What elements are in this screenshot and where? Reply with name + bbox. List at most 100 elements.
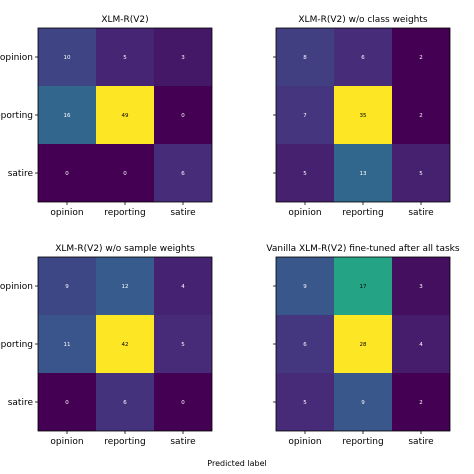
heatmap-cell xyxy=(334,86,392,144)
heatmap-cell xyxy=(38,257,96,315)
y-tick-label: reporting xyxy=(0,111,33,121)
heatmap-cell xyxy=(96,144,154,202)
heatmap-cell xyxy=(154,257,212,315)
x-tick-label: reporting xyxy=(104,208,145,218)
cell-value-label: 16 xyxy=(64,113,71,119)
cell-value-label: 5 xyxy=(123,55,127,61)
x-tick-label: opinion xyxy=(50,208,83,218)
panel-title: Vanilla XLM-R(V2) fine-tuned after all t… xyxy=(266,244,459,254)
cell-value-label: 8 xyxy=(303,55,307,61)
heatmap-cell xyxy=(392,86,450,144)
x-tick-label: opinion xyxy=(288,437,321,447)
cell-value-label: 9 xyxy=(361,400,365,406)
cell-value-label: 5 xyxy=(303,171,307,177)
cell-value-label: 11 xyxy=(64,342,71,348)
cell-value-label: 5 xyxy=(303,400,307,406)
cell-value-label: 4 xyxy=(181,284,185,290)
cell-value-label: 3 xyxy=(419,284,423,290)
heatmap-cell xyxy=(334,373,392,431)
heatmap-panel-1: XLM-R(V2) 10 5 3 16 49 0 0 0 6 opinion reporting sat… xyxy=(0,15,213,218)
cell-value-label: 0 xyxy=(65,171,69,177)
heatmap-cell xyxy=(392,28,450,86)
cell-value-label: 6 xyxy=(361,55,365,61)
heatmap-cell xyxy=(38,373,96,431)
cell-value-label: 7 xyxy=(303,113,307,119)
cell-value-label: 49 xyxy=(122,113,129,119)
x-tick-label: reporting xyxy=(342,208,383,218)
cell-value-label: 10 xyxy=(64,55,71,61)
heatmap-cell xyxy=(276,144,334,202)
y-tick-label: opinion xyxy=(0,53,33,63)
heatmap-cell xyxy=(334,144,392,202)
heatmap-cell xyxy=(38,28,96,86)
heatmap-cell xyxy=(392,257,450,315)
x-tick-label: opinion xyxy=(288,208,321,218)
heatmap-panel-4: Vanilla XLM-R(V2) fine-tuned after all t… xyxy=(266,244,459,447)
heatmap-cell xyxy=(392,144,450,202)
heatmap-cell xyxy=(392,315,450,373)
heatmap-cell xyxy=(38,315,96,373)
heatmap-cell xyxy=(276,28,334,86)
cell-value-label: 12 xyxy=(122,284,129,290)
cell-value-label: 6 xyxy=(303,342,307,348)
heatmap-panel-2: XLM-R(V2) w/o class weights 8 6 2 7 35 2 5 13 5 op… xyxy=(273,15,451,218)
heatmap-cell xyxy=(276,373,334,431)
x-tick-label: satire xyxy=(170,208,196,218)
x-tick-label: satire xyxy=(170,437,196,447)
cell-value-label: 5 xyxy=(419,171,423,177)
cell-value-label: 5 xyxy=(181,342,185,348)
cell-value-label: 17 xyxy=(360,284,367,290)
heatmap-cell xyxy=(96,257,154,315)
heatmap-cell xyxy=(334,28,392,86)
heatmap-cell xyxy=(38,144,96,202)
heatmap-panel-3: XLM-R(V2) w/o sample weights 9 12 4 11 42 5 0 6 0… xyxy=(0,244,213,447)
heatmap-cell xyxy=(154,315,212,373)
panel-title: XLM-R(V2) xyxy=(101,15,148,25)
heatmap-cell xyxy=(334,257,392,315)
heatmap-cell xyxy=(276,86,334,144)
x-tick-label: opinion xyxy=(50,437,83,447)
cell-value-label: 42 xyxy=(122,342,129,348)
cell-value-label: 6 xyxy=(181,171,185,177)
panel-title: XLM-R(V2) w/o class weights xyxy=(298,15,428,25)
heatmap-cell xyxy=(334,315,392,373)
cell-value-label: 2 xyxy=(419,55,423,61)
x-tick-label: satire xyxy=(408,208,434,218)
y-tick-label: satire xyxy=(8,169,34,179)
y-tick-label: opinion xyxy=(0,282,33,292)
y-tick-label: reporting xyxy=(0,340,33,350)
heatmap-cell xyxy=(154,144,212,202)
cell-value-label: 0 xyxy=(181,400,185,406)
x-tick-label: reporting xyxy=(104,437,145,447)
heatmap-cell xyxy=(392,373,450,431)
heatmap-cell xyxy=(96,315,154,373)
panel-title: XLM-R(V2) w/o sample weights xyxy=(55,244,195,254)
cell-value-label: 0 xyxy=(65,400,69,406)
cell-value-label: 6 xyxy=(123,400,127,406)
heatmap-cell xyxy=(276,257,334,315)
heatmap-cell xyxy=(96,28,154,86)
heatmap-cell xyxy=(38,86,96,144)
heatmap-cell xyxy=(154,28,212,86)
cell-value-label: 13 xyxy=(360,171,367,177)
heatmap-cell xyxy=(96,373,154,431)
cell-value-label: 28 xyxy=(360,342,367,348)
x-tick-label: reporting xyxy=(342,437,383,447)
cell-value-label: 35 xyxy=(360,113,367,119)
cell-value-label: 0 xyxy=(181,113,185,119)
cell-value-label: 3 xyxy=(181,55,185,61)
cell-value-label: 0 xyxy=(123,171,127,177)
cell-value-label: 2 xyxy=(419,113,423,119)
x-axis-label: Predicted label xyxy=(207,459,266,468)
heatmap-cell xyxy=(154,373,212,431)
heatmap-cell xyxy=(154,86,212,144)
y-tick-label: satire xyxy=(8,398,34,408)
heatmap-cell xyxy=(96,86,154,144)
heatmap-cell xyxy=(276,315,334,373)
cell-value-label: 2 xyxy=(419,400,423,406)
cell-value-label: 9 xyxy=(65,284,69,290)
x-tick-label: satire xyxy=(408,437,434,447)
cell-value-label: 4 xyxy=(419,342,423,348)
cell-value-label: 9 xyxy=(303,284,307,290)
